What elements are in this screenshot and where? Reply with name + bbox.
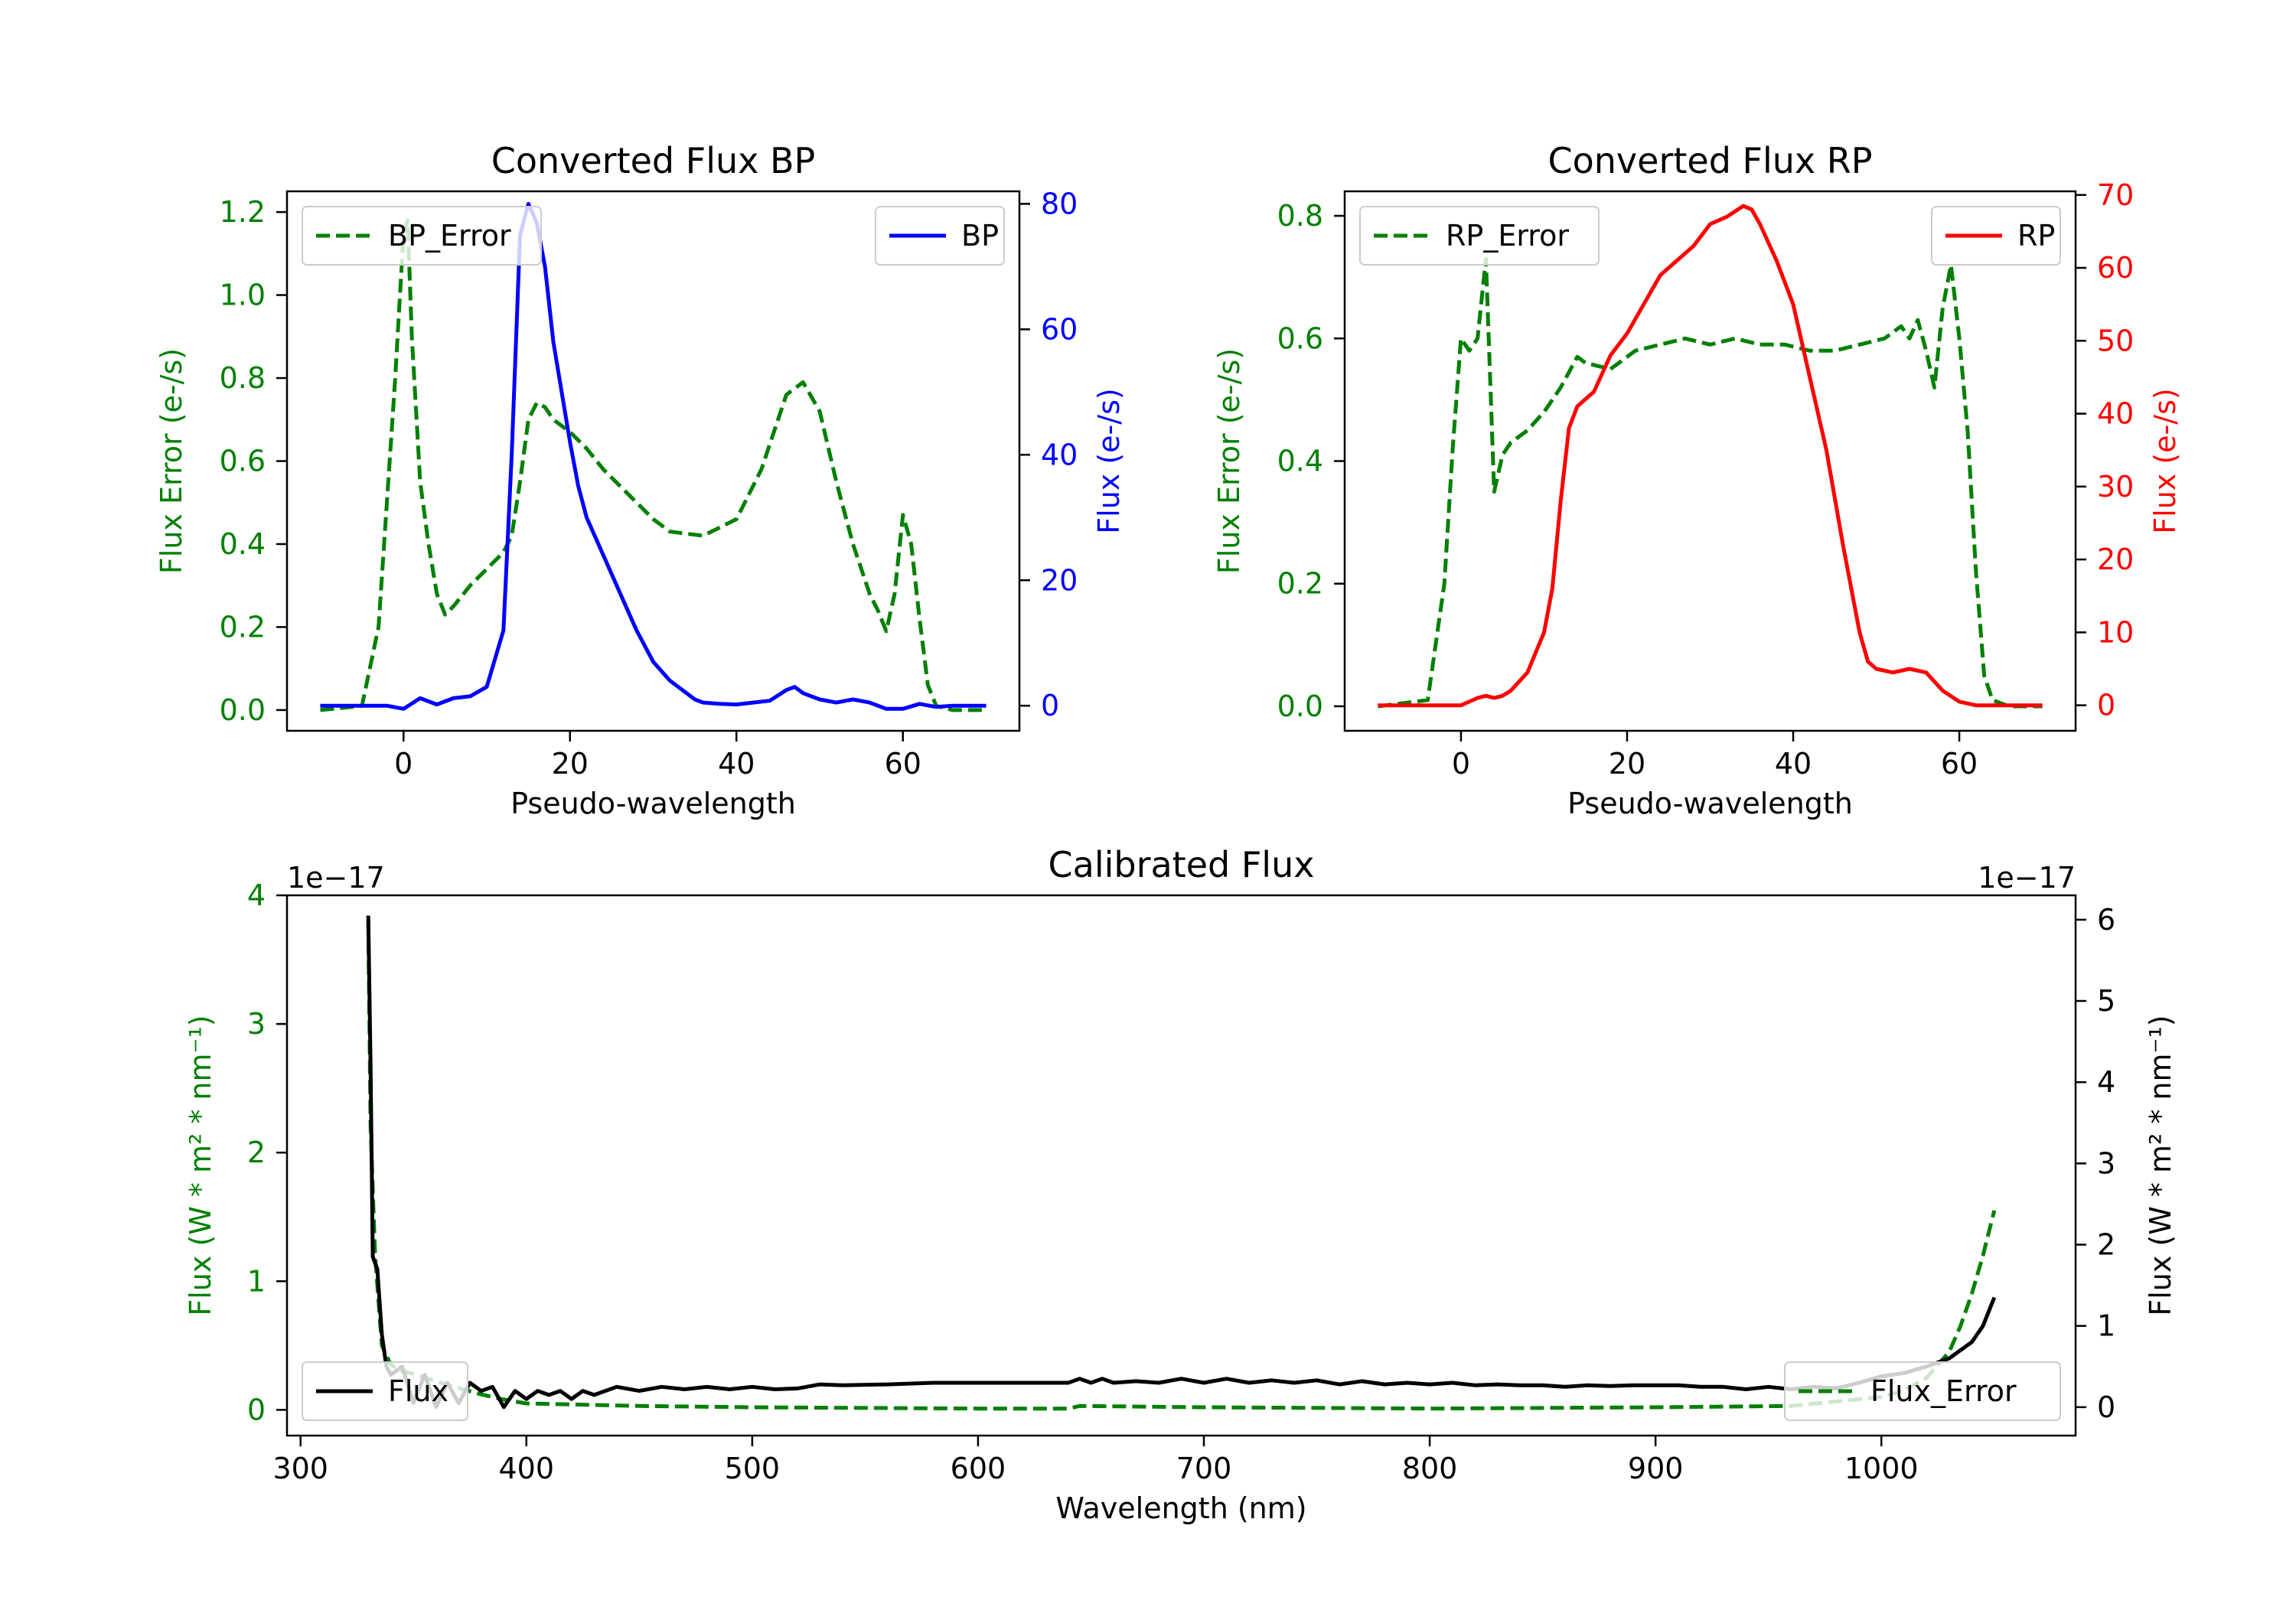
left-tick-label: 0.2: [220, 610, 266, 644]
legend-box: [1784, 1361, 2061, 1421]
legend-label: BP: [961, 219, 999, 253]
x-tick-label: 400: [499, 1452, 555, 1485]
legend-label: BP_Error: [388, 219, 511, 253]
right-tick-label: 40: [1041, 438, 1078, 471]
right-tick-label: 2: [2097, 1228, 2115, 1262]
x-tick-label: 500: [725, 1452, 781, 1485]
x-tick-label: 700: [1176, 1452, 1232, 1485]
left-tick-label: 0.0: [1277, 689, 1323, 723]
plot-frame: [1343, 190, 2077, 732]
left-axis-label: Flux Error (e-/s): [1212, 348, 1246, 574]
right-tick-label: 60: [2097, 251, 2134, 285]
legend-box: [1359, 206, 1600, 266]
right-tick-label: 1: [2097, 1309, 2115, 1343]
right-tick-label: 0: [2097, 1390, 2115, 1424]
x-tick-label: 600: [951, 1452, 1006, 1485]
right-tick-label: 30: [2097, 470, 2134, 504]
left-tick-label: 1: [247, 1264, 266, 1298]
x-axis-label: Pseudo-wavelength: [1567, 787, 1853, 820]
chart-1: 0 20 40 60 0.0 0.2 0.4 0.6 0.8 1.0 1.2 0 20 40 60 80 Con…: [155, 140, 1126, 820]
series-line-bp: [320, 201, 987, 711]
right-tick-label: 40: [2097, 397, 2134, 431]
right-tick-label: 6: [2097, 903, 2115, 937]
left-tick-label: 2: [247, 1136, 266, 1169]
right-tick-label: 80: [1041, 187, 1078, 220]
legend-rp: RP: [1931, 206, 2061, 266]
legend-box: [302, 206, 542, 266]
x-tick-label: 60: [885, 747, 921, 781]
right-tick-label: 0: [2097, 689, 2115, 722]
right-tick-label: 20: [2097, 543, 2134, 576]
right-tick-label: 4: [2097, 1065, 2115, 1099]
left-tick-label: 0.8: [1277, 199, 1323, 233]
left-tick-label: 0.8: [220, 361, 266, 395]
right-tick-label: 20: [1041, 563, 1078, 597]
right-tick-label: 70: [2097, 178, 2134, 212]
right-axis-label: Flux (e-/s): [1092, 388, 1126, 533]
right-tick-label: 50: [2097, 324, 2134, 357]
chart-3: 300 400 500 600 700 800 900 1000 0 1 2 3 4 0 1 2 3 4 5 6 Cal…: [184, 844, 2177, 1525]
chart-title: Converted Flux RP: [1548, 140, 1873, 181]
right-offset-text: 1e−17: [1978, 861, 2076, 895]
series-line-flux: [366, 915, 1997, 1410]
x-tick-label: 40: [1775, 747, 1812, 781]
left-tick-label: 0.6: [220, 445, 266, 478]
x-tick-label: 20: [552, 747, 589, 781]
chart-title: Calibrated Flux: [1049, 844, 1315, 885]
x-tick-label: 1000: [1844, 1452, 1919, 1485]
series-line-bp-error: [320, 218, 987, 712]
right-axis-label: Flux (W * m² * nm⁻¹): [2144, 1015, 2177, 1315]
series-line-rp-error: [1378, 256, 2043, 709]
x-tick-label: 300: [272, 1452, 328, 1485]
x-tick-label: 0: [1452, 747, 1470, 781]
legend-label: Flux_Error: [1870, 1374, 2017, 1408]
chart-title: Converted Flux BP: [491, 140, 816, 181]
chart-2: 0 20 40 60 0.0 0.2 0.4 0.6 0.8 0 10 20 30 40 50 60 70 Con…: [1212, 140, 2182, 820]
left-tick-label: 0.2: [1277, 567, 1323, 601]
left-tick-label: 1.0: [220, 279, 266, 312]
right-axis-label: Flux (e-/s): [2148, 388, 2182, 533]
left-tick-label: 3: [247, 1007, 266, 1041]
legend-label: RP: [2017, 219, 2055, 253]
right-tick-label: 5: [2097, 984, 2115, 1018]
left-tick-label: 1.2: [220, 195, 266, 229]
left-tick-label: 0.4: [1277, 445, 1323, 478]
legend-rp-error: RP_Error: [1359, 206, 1600, 266]
legend-flux: Flux: [302, 1361, 468, 1421]
right-tick-label: 10: [2097, 615, 2134, 649]
plot-frame: [285, 894, 2077, 1437]
legend-bp: BP: [875, 206, 1005, 266]
left-axis-label: Flux (W * m² * nm⁻¹): [184, 1015, 217, 1315]
legend-flux-error: Flux_Error: [1784, 1361, 2061, 1421]
x-tick-label: 60: [1941, 747, 1978, 781]
left-tick-label: 0.6: [1277, 321, 1323, 355]
left-tick-label: 0.4: [220, 527, 266, 561]
left-tick-label: 4: [247, 878, 266, 912]
left-axis-label: Flux Error (e-/s): [155, 348, 188, 574]
right-tick-label: 60: [1041, 312, 1078, 346]
plot-frame: [285, 190, 1021, 732]
right-tick-label: 3: [2097, 1146, 2115, 1180]
x-axis-label: Wavelength (nm): [1055, 1491, 1306, 1525]
legend-label: RP_Error: [1446, 219, 1569, 253]
series-line-flux-error: [366, 921, 1997, 1411]
x-tick-label: 900: [1628, 1452, 1684, 1485]
left-tick-label: 0: [247, 1393, 266, 1426]
legend-label: Flux: [388, 1374, 448, 1408]
x-tick-label: 20: [1609, 747, 1645, 781]
x-tick-label: 40: [718, 747, 755, 781]
x-tick-label: 800: [1402, 1452, 1458, 1485]
series-line-rp: [1378, 204, 2043, 708]
x-tick-label: 0: [394, 747, 413, 781]
right-tick-label: 0: [1041, 689, 1059, 722]
left-tick-label: 0.0: [220, 693, 266, 727]
legend-bp-error: BP_Error: [302, 206, 542, 266]
left-offset-text: 1e−17: [287, 861, 385, 895]
legend-box: [302, 1361, 468, 1421]
x-axis-label: Pseudo-wavelength: [510, 787, 796, 820]
